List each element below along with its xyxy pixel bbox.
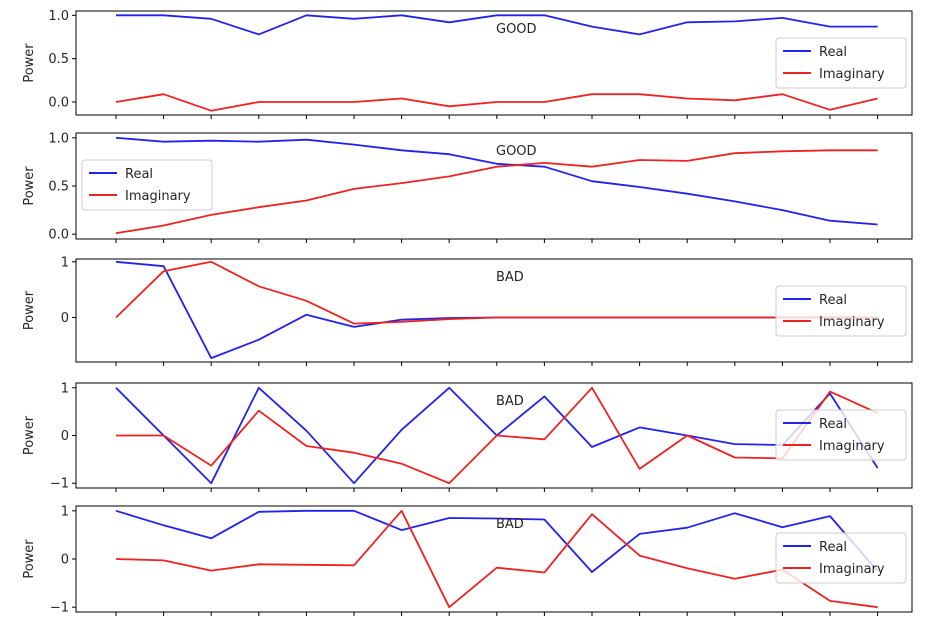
y-tick-label: 0.5 [48,52,69,67]
series-line-imaginary [115,149,878,235]
y-tick-label: 1 [61,255,69,270]
y-axis-label: Power [22,415,37,455]
series-line-real [115,136,878,226]
annotation-label: BAD [496,394,524,409]
subplot-1: 0.0 0.5 1.0 Power GOOD Real Imaginary [22,9,913,119]
legend: Real Imaginary [775,409,907,461]
legend-label-imaginary: Imaginary [819,67,885,82]
series-line-real [115,509,879,573]
y-axis-label: Power [22,166,37,206]
legend-label-real: Real [819,540,847,555]
series-line-imaginary [115,260,878,325]
legend-label-imaginary: Imaginary [125,189,191,204]
series-line-real [116,14,878,36]
legend-label-real: Real [819,45,847,60]
legend: Real Imaginary [775,532,907,584]
y-axis-label: Power [22,539,37,579]
annotation-label: GOOD [496,144,537,159]
legend-label-real: Real [125,167,153,182]
subplot-2: 0.0 0.5 1.0 Power GOOD Real Imaginary [22,131,913,243]
series-line-imaginary [115,93,878,112]
y-tick-label: 0 [61,553,69,568]
y-axis-label: Power [22,290,37,330]
legend: Real Imaginary [81,159,213,211]
legend-label-imaginary: Imaginary [819,439,885,454]
y-tick-label: 1 [61,381,69,396]
subplot-3: 0 1 Power BAD Real Imaginary [22,255,913,366]
legend-label-real: Real [819,417,847,432]
annotation-label: BAD [496,517,524,532]
annotation-label: BAD [496,270,524,285]
legend-label-imaginary: Imaginary [819,562,885,577]
subplot-5: −1 0 1 Power BAD Real Imaginary [22,504,913,616]
legend: Real Imaginary [775,285,907,337]
y-axis-label: Power [22,43,37,83]
y-tick-label: 0.0 [48,228,69,243]
y-tick-label: 0.0 [48,96,69,111]
y-tick-label: 1.0 [48,131,69,146]
y-tick-label: 0.5 [48,180,69,195]
y-tick-label: 0 [61,429,69,444]
subplot-4: −1 0 1 Power BAD Real Imaginary [22,381,913,492]
legend-label-real: Real [819,293,847,308]
y-tick-label: 1.0 [48,9,69,24]
axes-frame [75,258,913,363]
y-tick-label: −1 [50,477,69,492]
y-tick-label: 1 [61,504,69,519]
series-line-imaginary [115,509,878,609]
y-tick-label: −1 [50,601,69,616]
annotation-label: GOOD [496,22,537,37]
legend-label-imaginary: Imaginary [819,315,885,330]
axes-frame [75,10,913,116]
y-tick-label: 0 [61,311,69,326]
legend: Real Imaginary [775,37,907,89]
